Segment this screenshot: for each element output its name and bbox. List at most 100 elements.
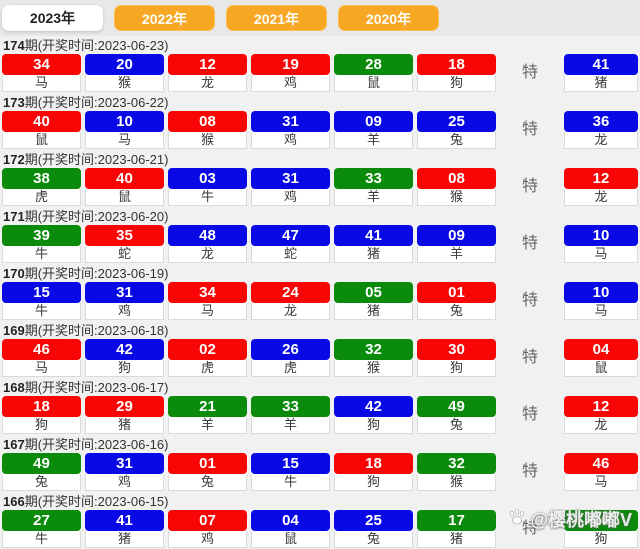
ball-zodiac: 猪 <box>85 417 164 434</box>
ball-number: 41 <box>85 510 164 531</box>
tab-year-2[interactable]: 2021年 <box>226 5 327 31</box>
special-ball: 10 马 <box>564 282 638 320</box>
ball-zodiac: 猴 <box>417 189 496 206</box>
ball: 08 猴 <box>417 168 496 206</box>
ball-zodiac: 兔 <box>417 132 496 149</box>
ball: 25 兔 <box>334 510 413 548</box>
ball-zodiac: 虎 <box>2 189 81 206</box>
draw-time: 期(开奖时间:2023-06-22) <box>24 95 169 110</box>
ball: 28 鼠 <box>334 54 413 92</box>
ball-number: 01 <box>168 453 247 474</box>
balls-line: 40 鼠 10 马 08 猴 31 鸡 09 羊 25 兔 特 36 龙 <box>0 111 640 149</box>
ball-zodiac: 猴 <box>334 360 413 377</box>
ball-number: 04 <box>564 339 638 360</box>
ball-zodiac: 猪 <box>334 246 413 263</box>
ball-number: 33 <box>251 396 330 417</box>
ball-zodiac: 鼠 <box>564 360 638 377</box>
ball-number: 19 <box>251 54 330 75</box>
ball-number: 17 <box>417 510 496 531</box>
draw-period: 172 <box>3 152 25 167</box>
ball-number: 29 <box>85 396 164 417</box>
ball: 10 马 <box>85 111 164 149</box>
ball: 38 虎 <box>2 168 81 206</box>
balls-line: 34 马 20 猴 12 龙 19 鸡 28 鼠 18 狗 特 41 猪 <box>0 54 640 92</box>
ball: 42 狗 <box>334 396 413 434</box>
draw-row: 174期(开奖时间:2023-06-23) 34 马 20 猴 12 龙 19 鸡 28 鼠 18 狗 特… <box>0 37 640 94</box>
ball: 46 马 <box>2 339 81 377</box>
tab-year-1[interactable]: 2022年 <box>114 5 215 31</box>
balls-line: 27 牛 41 猪 07 鸡 04 鼠 25 兔 17 猪特 06 狗 <box>0 510 640 548</box>
draw-row-header: 169期(开奖时间:2023-06-18) <box>0 322 640 339</box>
special-ball: 04 鼠 <box>564 339 638 377</box>
ball-number: 31 <box>85 453 164 474</box>
ball-number: 46 <box>564 453 638 474</box>
special-label: 特 <box>521 463 538 480</box>
ball-zodiac: 猴 <box>85 75 164 92</box>
ball-zodiac: 猪 <box>417 531 496 548</box>
ball-zodiac: 猴 <box>168 132 247 149</box>
ball: 32 猴 <box>417 453 496 491</box>
ball: 17 猪 <box>417 510 496 548</box>
ball: 42 狗 <box>85 339 164 377</box>
ball-zodiac: 羊 <box>168 417 247 434</box>
ball: 01 兔 <box>417 282 496 320</box>
ball-zodiac: 鼠 <box>334 75 413 92</box>
draw-period: 174 <box>3 38 25 53</box>
ball: 05 猪 <box>334 282 413 320</box>
ball: 49 兔 <box>417 396 496 434</box>
ball-number: 25 <box>334 510 413 531</box>
ball: 18 狗 <box>417 54 496 92</box>
ball-zodiac: 马 <box>564 303 638 320</box>
ball-number: 01 <box>417 282 496 303</box>
ball: 26 虎 <box>251 339 330 377</box>
special-ball: 41 猪 <box>564 54 638 92</box>
ball-zodiac: 龙 <box>564 417 638 434</box>
ball-zodiac: 马 <box>564 474 638 491</box>
ball-zodiac: 鼠 <box>2 132 81 149</box>
ball-number: 35 <box>85 225 164 246</box>
draw-period: 170 <box>3 266 25 281</box>
ball-number: 28 <box>334 54 413 75</box>
ball: 01 兔 <box>168 453 247 491</box>
ball-number: 18 <box>2 396 81 417</box>
ball-zodiac: 羊 <box>251 417 330 434</box>
ball-zodiac: 鼠 <box>85 189 164 206</box>
ball-number: 41 <box>334 225 413 246</box>
ball: 41 猪 <box>334 225 413 263</box>
ball-number: 40 <box>2 111 81 132</box>
tab-year-3[interactable]: 2020年 <box>338 5 439 31</box>
draw-row-header: 174期(开奖时间:2023-06-23) <box>0 37 640 54</box>
special-ball: 36 龙 <box>564 111 638 149</box>
ball-zodiac: 龙 <box>168 75 247 92</box>
draw-time: 期(开奖时间:2023-06-20) <box>24 209 169 224</box>
ball-zodiac: 兔 <box>417 417 496 434</box>
draw-row-header: 166期(开奖时间:2023-06-15) <box>0 493 640 510</box>
ball-number: 38 <box>2 168 81 189</box>
year-tabs: 2023年 2022年 2021年 2020年 <box>0 0 640 36</box>
ball-number: 08 <box>417 168 496 189</box>
ball-zodiac: 牛 <box>168 189 247 206</box>
ball-zodiac: 羊 <box>334 189 413 206</box>
draw-row: 169期(开奖时间:2023-06-18) 46 马 42 狗 02 虎 26 虎 32 猴 30 狗特… <box>0 322 640 379</box>
ball-number: 31 <box>251 111 330 132</box>
special-ball: 10 马 <box>564 225 638 263</box>
ball-number: 48 <box>168 225 247 246</box>
special-ball: 46 马 <box>564 453 638 491</box>
ball-zodiac: 猴 <box>417 474 496 491</box>
ball-number: 41 <box>564 54 638 75</box>
ball-zodiac: 狗 <box>85 360 164 377</box>
ball-number: 08 <box>168 111 247 132</box>
ball-number: 20 <box>85 54 164 75</box>
special-label: 特 <box>521 121 538 138</box>
ball: 33 羊 <box>251 396 330 434</box>
ball-number: 18 <box>417 54 496 75</box>
tab-year-0[interactable]: 2023年 <box>2 5 103 31</box>
ball-number: 42 <box>85 339 164 360</box>
ball: 19 鸡 <box>251 54 330 92</box>
draw-row-header: 171期(开奖时间:2023-06-20) <box>0 208 640 225</box>
balls-line: 49 兔 31 鸡 01 兔 15 牛 18 狗 32 猴特 46 马 <box>0 453 640 491</box>
ball-zodiac: 狗 <box>334 474 413 491</box>
ball-zodiac: 龙 <box>564 189 638 206</box>
ball-number: 18 <box>334 453 413 474</box>
ball-number: 10 <box>564 282 638 303</box>
